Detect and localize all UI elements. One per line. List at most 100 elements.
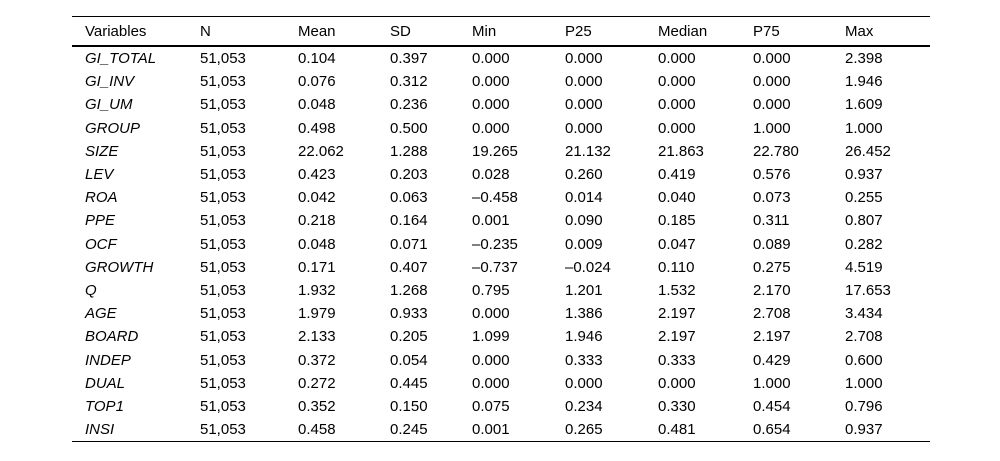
table-row: OCF 51,053 0.048 0.071 –0.235 0.009 0.047 0.089… — [72, 233, 930, 256]
value-cell: 0.397 — [390, 50, 428, 68]
column-header-max: Max — [845, 16, 930, 47]
value-cell: 0.312 — [390, 73, 428, 91]
value-cell: 0.000 — [658, 374, 696, 392]
value-cell: 0.000 — [753, 96, 791, 114]
value-cell: 0.311 — [753, 212, 790, 230]
value-cell: 1.000 — [753, 374, 791, 392]
value-cell: 1.000 — [845, 374, 883, 392]
column-header-p25: P25 — [565, 16, 658, 47]
value-cell: 0.063 — [390, 189, 428, 207]
value-cell: 0.000 — [658, 50, 696, 68]
value-cell: 2.398 — [845, 50, 883, 68]
column-header-min: Min — [472, 16, 565, 47]
variable-name-cell: INDEP — [85, 351, 131, 369]
value-cell: 0.000 — [565, 96, 603, 114]
value-cell: 22.780 — [753, 142, 799, 160]
value-cell: –0.024 — [565, 258, 611, 276]
value-cell: 1.532 — [658, 281, 696, 299]
descriptive-statistics-table: Variables N Mean SD Min P25 Median P75 Max GI_TO… — [72, 16, 930, 443]
table-row: GROWTH 51,053 0.171 0.407 –0.737 –0.024 0.110 0… — [72, 256, 930, 279]
value-cell: 0.040 — [658, 189, 696, 207]
value-cell: 0.185 — [658, 212, 696, 230]
table-row: DUAL 51,053 0.272 0.445 0.000 0.000 0.000 1.000… — [72, 372, 930, 395]
value-cell: 0.576 — [753, 166, 791, 184]
column-header-p75: P75 — [753, 16, 845, 47]
value-cell: 0.445 — [390, 374, 428, 392]
value-cell: 0.372 — [298, 351, 336, 369]
table-row: GI_UM 51,053 0.048 0.236 0.000 0.000 0.000 0.00… — [72, 93, 930, 116]
value-cell: 1.946 — [565, 328, 603, 346]
variable-name-cell: GI_UM — [85, 96, 133, 114]
value-cell: 0.104 — [298, 50, 336, 68]
value-cell: 0.001 — [472, 421, 510, 439]
value-cell: 0.089 — [753, 235, 791, 253]
value-cell: 0.000 — [472, 374, 510, 392]
value-cell: 0.234 — [565, 397, 603, 415]
value-cell: 2.197 — [658, 328, 696, 346]
value-cell: 0.481 — [658, 421, 696, 439]
value-cell: –0.737 — [472, 258, 518, 276]
value-cell: 0.419 — [658, 166, 696, 184]
value-cell: 51,053 — [200, 73, 246, 91]
value-cell: 0.000 — [658, 73, 696, 91]
value-cell: 51,053 — [200, 212, 246, 230]
value-cell: 0.330 — [658, 397, 696, 415]
table-row: SIZE 51,053 22.062 1.288 19.265 21.132 21.863 2… — [72, 140, 930, 163]
value-cell: 0.000 — [658, 119, 696, 137]
value-cell: 0.000 — [565, 73, 603, 91]
variable-name-cell: BOARD — [85, 328, 139, 346]
value-cell: 0.000 — [658, 96, 696, 114]
table-row: TOP1 51,053 0.352 0.150 0.075 0.234 0.330 0.454… — [72, 395, 930, 418]
value-cell: 51,053 — [200, 166, 246, 184]
value-cell: 0.048 — [298, 96, 336, 114]
value-cell: 0.937 — [845, 166, 883, 184]
value-cell: 0.075 — [472, 397, 510, 415]
table-header-row: Variables N Mean SD Min P25 Median P75 Max — [72, 16, 930, 47]
value-cell: 0.423 — [298, 166, 336, 184]
value-cell: 1.946 — [845, 73, 883, 91]
value-cell: 2.708 — [753, 305, 791, 323]
value-cell: 51,053 — [200, 305, 246, 323]
column-header-median: Median — [658, 16, 753, 47]
value-cell: 2.133 — [298, 328, 336, 346]
variable-name-cell: GROWTH — [85, 258, 154, 276]
variable-name-cell: AGE — [85, 305, 117, 323]
value-cell: 0.000 — [472, 96, 510, 114]
value-cell: 0.600 — [845, 351, 883, 369]
table-row: PPE 51,053 0.218 0.164 0.001 0.090 0.185 0.311 0… — [72, 209, 930, 232]
value-cell: –0.235 — [472, 235, 518, 253]
value-cell: 51,053 — [200, 96, 246, 114]
value-cell: 2.708 — [845, 328, 883, 346]
variable-name-cell: PPE — [85, 212, 116, 230]
variable-name-cell: DUAL — [85, 374, 126, 392]
value-cell: –0.458 — [472, 189, 518, 207]
table-row: BOARD 51,053 2.133 0.205 1.099 1.946 2.197 2.19… — [72, 325, 930, 348]
value-cell: 0.500 — [390, 119, 428, 137]
value-cell: 1.000 — [753, 119, 791, 137]
table-row: INSI 51,053 0.458 0.245 0.001 0.265 0.481 0.654… — [72, 418, 930, 442]
value-cell: 0.654 — [753, 421, 791, 439]
value-cell: 0.236 — [390, 96, 428, 114]
value-cell: 2.197 — [753, 328, 791, 346]
value-cell: 51,053 — [200, 328, 246, 346]
value-cell: 22.062 — [298, 142, 344, 160]
value-cell: 0.275 — [753, 258, 791, 276]
value-cell: 0.000 — [565, 119, 603, 137]
value-cell: 0.454 — [753, 397, 791, 415]
variable-name-cell: OCF — [85, 235, 117, 253]
value-cell: 0.807 — [845, 212, 883, 230]
value-cell: 51,053 — [200, 397, 246, 415]
value-cell: 0.205 — [390, 328, 428, 346]
value-cell: 1.268 — [390, 281, 428, 299]
value-cell: 0.150 — [390, 397, 428, 415]
value-cell: 0.407 — [390, 258, 428, 276]
value-cell: 0.073 — [753, 189, 791, 207]
value-cell: 0.000 — [472, 305, 510, 323]
value-cell: 0.000 — [472, 73, 510, 91]
value-cell: 1.609 — [845, 96, 883, 114]
value-cell: 51,053 — [200, 281, 246, 299]
value-cell: 0.047 — [658, 235, 696, 253]
table-row: AGE 51,053 1.979 0.933 0.000 1.386 2.197 2.708 3… — [72, 302, 930, 325]
table-row: INDEP 51,053 0.372 0.054 0.000 0.333 0.333 0.42… — [72, 348, 930, 371]
value-cell: 0.933 — [390, 305, 428, 323]
